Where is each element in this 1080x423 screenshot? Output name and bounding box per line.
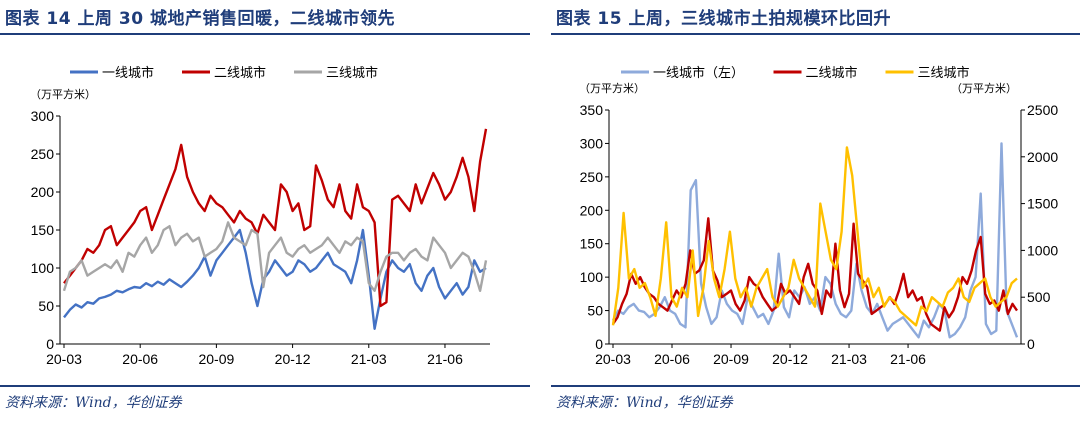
right-legend-label-3: 三线城市	[918, 65, 970, 81]
right-x-tick-label: 20-09	[713, 351, 749, 367]
left-series-line-1	[63, 228, 487, 330]
right-line-chart: 0 50 100 150 200 250 300 350 0 500 1000 1500 2000 250…	[579, 65, 1058, 367]
right-y-right-unit-label: （万平方米）	[951, 81, 1017, 95]
left-bottom-rule	[0, 385, 530, 387]
right-series-line-1	[611, 142, 1019, 339]
right-y-tick-label: 350	[580, 102, 604, 118]
right-y-unit-label: （万平方米）	[579, 81, 645, 95]
right-x-tick-label: 21-06	[890, 351, 926, 367]
left-x-tick-label: 21-03	[351, 351, 387, 367]
right-y-tick-label: 150	[580, 236, 604, 252]
right-x-tick-label: 21-03	[831, 351, 867, 367]
left-source-note: 资料来源：Wind，华创证券	[5, 395, 182, 411]
left-chart-panel: 图表 14 上周 30 城地产销售回暖，二线城市领先 0 50 100 150 200 2…	[0, 0, 530, 423]
left-y-tick-label: 50	[38, 298, 54, 314]
right-chart-title: 图表 15 上周，三线城市土拍规模环比回升	[556, 9, 891, 29]
left-legend-label-2: 二线城市	[214, 65, 266, 81]
left-x-tick-label: 20-09	[198, 351, 234, 367]
left-x-tick-label: 20-12	[275, 351, 311, 367]
right-y-tick-label: 300	[580, 135, 604, 151]
left-chart-title: 图表 14 上周 30 城地产销售回暖，二线城市领先	[5, 9, 395, 29]
right-y-right-tick-label: 0	[1027, 336, 1035, 352]
left-series-line-3	[62, 221, 488, 293]
right-y-tick-label: 250	[580, 169, 604, 185]
right-y-right-tick-label: 1000	[1027, 242, 1058, 258]
right-y-tick-label: 0	[595, 336, 603, 352]
left-legend-label-3: 三线城市	[326, 65, 378, 81]
left-y-tick-label: 150	[31, 222, 55, 238]
left-x-tick-label: 21-06	[427, 351, 463, 367]
left-title-rule	[0, 33, 530, 35]
right-legend-label-1: 一线城市（左）	[653, 65, 744, 81]
right-y-tick-label: 100	[580, 269, 604, 285]
right-series-line-3	[611, 146, 1018, 327]
left-y-tick-label: 200	[31, 184, 55, 200]
right-y-right-tick-label: 500	[1027, 289, 1051, 305]
right-y-right-tick-label: 2500	[1027, 102, 1058, 118]
right-y-tick-label: 50	[587, 303, 603, 319]
left-y-unit-label: （万平方米）	[30, 87, 96, 101]
right-x-tick-label: 20-06	[654, 351, 690, 367]
left-x-tick-label: 20-03	[46, 351, 82, 367]
left-y-tick-label: 0	[46, 336, 54, 352]
left-x-tick-label: 20-06	[122, 351, 158, 367]
right-x-tick-label: 20-12	[772, 351, 808, 367]
left-y-tick-label: 300	[31, 108, 55, 124]
right-chart-panel: 图表 15 上周，三线城市土拍规模环比回升 0 50 100 150 200 250 300…	[551, 0, 1080, 423]
right-bottom-rule	[551, 385, 1080, 387]
right-source-note: 资料来源：Wind，华创证券	[556, 395, 733, 411]
left-legend-label-1: 一线城市	[102, 65, 154, 81]
right-y-right-tick-label: 2000	[1027, 149, 1058, 165]
left-y-tick-label: 250	[31, 146, 55, 162]
left-series-line-2	[63, 128, 488, 308]
left-y-tick-label: 100	[31, 260, 55, 276]
right-x-tick-label: 20-03	[595, 351, 631, 367]
right-y-right-tick-label: 1500	[1027, 196, 1058, 212]
right-y-tick-label: 200	[580, 202, 604, 218]
right-legend-label-2: 二线城市	[806, 65, 858, 81]
right-title-rule	[551, 33, 1080, 35]
left-line-chart: 0 50 100 150 200 250 300 （万平方米） 20-03 20-06 20-09 2…	[30, 65, 490, 367]
